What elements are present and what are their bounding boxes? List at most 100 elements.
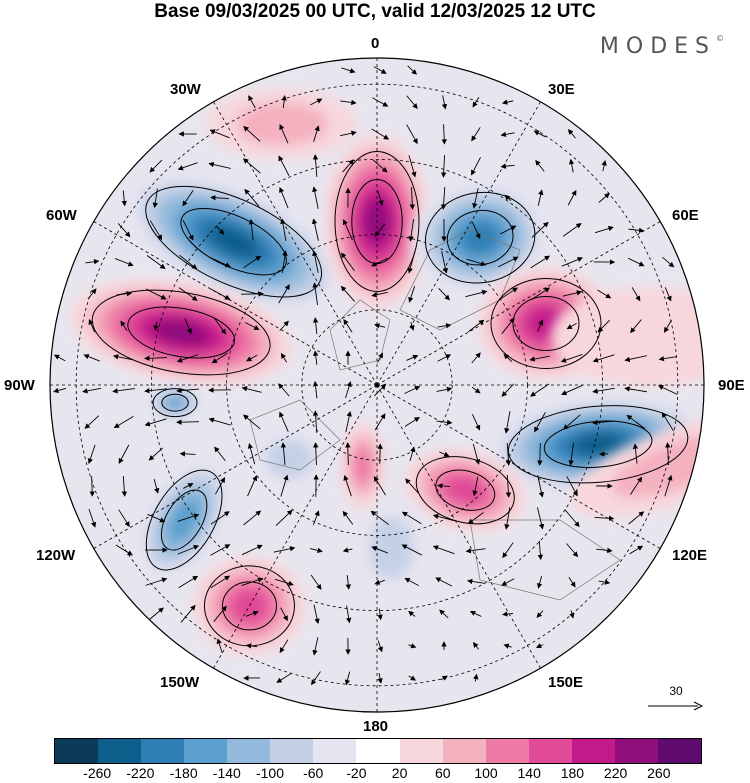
wind-arrow xyxy=(537,540,544,561)
wind-arrow xyxy=(629,545,644,555)
wind-arrow xyxy=(179,254,198,270)
wind-arrow xyxy=(342,547,353,553)
wind-arrow xyxy=(215,477,226,495)
wind-arrow xyxy=(148,607,164,621)
wind-arrow xyxy=(405,478,419,494)
wind-arrow xyxy=(561,257,584,267)
wind-arrow xyxy=(209,129,230,139)
wind-arrow xyxy=(505,442,512,466)
wind-arrow xyxy=(498,287,518,301)
wind-arrow xyxy=(210,575,231,589)
wind-arrow xyxy=(311,218,319,241)
wind-arrow xyxy=(497,256,519,268)
wind-arrow xyxy=(211,352,228,364)
wind-arrow xyxy=(120,320,128,332)
wind-arrow xyxy=(503,643,512,649)
map-boundary xyxy=(49,57,705,713)
wind-arrow xyxy=(597,319,611,333)
anomaly-level xyxy=(167,498,201,542)
wind-arrow xyxy=(537,442,543,466)
reference-vector: 30 xyxy=(646,684,706,719)
wind-arrow xyxy=(345,575,351,590)
wind-arrow xyxy=(500,131,515,138)
contour-line xyxy=(161,393,189,412)
wind-arrow xyxy=(406,95,418,109)
wind-arrow xyxy=(505,474,512,498)
colorbar-swatch xyxy=(98,739,142,763)
anomaly-aleutian-ridge xyxy=(193,555,306,656)
wind-arrow xyxy=(182,190,194,207)
wind-arrow xyxy=(467,578,485,585)
wind-arrow xyxy=(440,186,447,210)
height-contours xyxy=(91,151,689,647)
colorbar-tick-label: -180 xyxy=(169,765,198,781)
wind-arrow xyxy=(147,513,166,523)
wind-arrow xyxy=(208,161,231,169)
wind-arrow xyxy=(312,186,319,209)
wind-arrow xyxy=(537,319,544,332)
wind-arrow xyxy=(530,287,551,301)
colorbar-swatch xyxy=(399,739,443,763)
colorbar-swatch xyxy=(528,739,572,763)
map-title: Base 09/03/2025 00 UTC, valid 12/03/2025… xyxy=(154,1,596,22)
wind-arrow xyxy=(371,291,388,298)
wind-arrow xyxy=(601,160,607,172)
wind-arrow xyxy=(344,671,351,686)
wind-arrow xyxy=(531,221,549,238)
wind-arrow xyxy=(179,451,196,457)
wind-arrow xyxy=(210,544,231,556)
color-scale-labels: -260 -220 -180 -140 -100 -60 -20 20 60 100 140 180 2… xyxy=(54,765,702,783)
wind-arrow xyxy=(408,675,417,681)
wind-arrow xyxy=(241,577,264,586)
colorbar-swatch xyxy=(657,739,701,763)
wind-arrow xyxy=(345,410,352,433)
wind-arrow xyxy=(536,610,544,618)
anomaly-level xyxy=(369,517,413,579)
contour-line xyxy=(435,469,496,511)
wind-arrow xyxy=(408,219,415,242)
polar-stereographic-map xyxy=(49,57,705,713)
wind-arrow xyxy=(241,544,263,556)
wind-arrow xyxy=(340,285,355,302)
wind-arrow xyxy=(473,673,479,682)
wind-arrow xyxy=(312,282,318,305)
wind-arrow xyxy=(177,162,198,171)
wind-arrow xyxy=(504,411,511,434)
wind-arrow xyxy=(312,317,319,334)
wind-arrow xyxy=(569,610,575,619)
wind-arrow xyxy=(436,386,453,393)
wind-arrow xyxy=(471,352,481,364)
wind-arrow xyxy=(87,288,97,300)
reference-vector-label: 30 xyxy=(669,684,683,698)
meridian-line xyxy=(213,384,378,669)
colorbar-tick-label: -140 xyxy=(212,765,241,781)
wind-arrow xyxy=(408,285,416,303)
wind-arrow xyxy=(469,610,482,617)
wind-arrow xyxy=(241,386,262,393)
wind-arrow xyxy=(210,511,230,525)
colorbar-tick-label: -60 xyxy=(303,765,324,781)
wind-arrow xyxy=(371,546,389,554)
anomaly-level xyxy=(550,286,704,387)
wind-arrow xyxy=(598,579,611,585)
anomaly-kamchatka-ridge xyxy=(570,413,704,518)
wind-arrow xyxy=(408,643,417,649)
wind-arrow xyxy=(630,476,643,495)
wind-arrow xyxy=(564,509,580,528)
wind-arrow xyxy=(216,638,223,654)
anomaly-level xyxy=(611,433,704,498)
anomaly-level xyxy=(443,475,487,505)
lon-label-150e: 150E xyxy=(548,674,584,691)
lon-label-90w: 90W xyxy=(4,377,35,394)
wind-arrow xyxy=(596,547,613,554)
wind-arrow xyxy=(313,350,319,365)
wind-arrow xyxy=(501,99,514,105)
anomaly-beaufort-trough xyxy=(251,427,327,490)
wind-arrow xyxy=(661,412,675,432)
wind-arrow xyxy=(280,474,289,497)
reference-vector-arrow xyxy=(648,701,704,711)
wind-arrow xyxy=(658,385,678,395)
wind-arrow xyxy=(342,159,354,173)
lon-label-120w: 120W xyxy=(36,547,76,564)
meridian-line xyxy=(376,101,541,386)
